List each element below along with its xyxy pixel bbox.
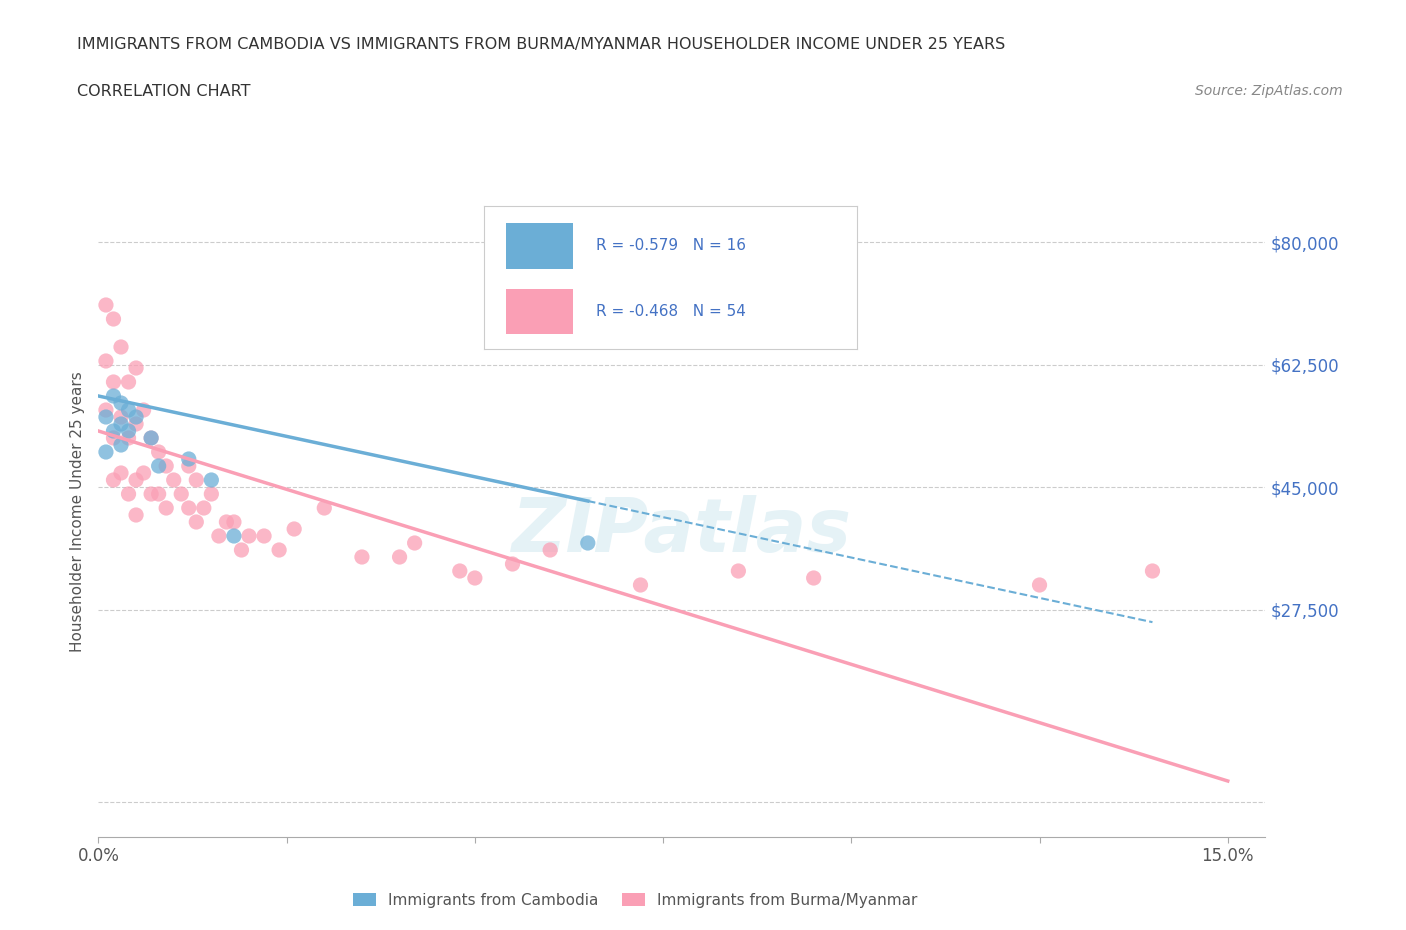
Point	[222, 528, 245, 543]
Point	[177, 500, 200, 515]
Point	[103, 389, 125, 404]
Point	[110, 437, 132, 452]
Point	[502, 556, 524, 571]
Point	[94, 409, 117, 424]
Point	[110, 395, 132, 410]
Point	[803, 571, 825, 586]
Point	[630, 578, 652, 592]
Text: ZIPatlas: ZIPatlas	[512, 495, 852, 567]
Point	[94, 445, 117, 459]
Point	[200, 486, 222, 501]
Point	[125, 417, 148, 432]
Point	[576, 536, 599, 551]
Point	[231, 542, 253, 557]
Point	[1142, 564, 1164, 578]
Point	[103, 375, 125, 390]
Point	[125, 508, 148, 523]
Point	[170, 486, 193, 501]
Point	[177, 452, 200, 467]
Point	[103, 423, 125, 438]
Point	[222, 514, 245, 529]
Point	[155, 500, 177, 515]
Text: IMMIGRANTS FROM CAMBODIA VS IMMIGRANTS FROM BURMA/MYANMAR HOUSEHOLDER INCOME UND: IMMIGRANTS FROM CAMBODIA VS IMMIGRANTS F…	[77, 37, 1005, 52]
Point	[132, 466, 155, 481]
Point	[238, 528, 260, 543]
Point	[139, 431, 162, 445]
Point	[117, 423, 139, 438]
Point	[449, 564, 471, 578]
Point	[193, 500, 215, 515]
Point	[388, 550, 411, 565]
Point	[148, 458, 170, 473]
Y-axis label: Householder Income Under 25 years: Householder Income Under 25 years	[69, 371, 84, 652]
Point	[208, 528, 231, 543]
Point	[1028, 578, 1050, 592]
Point	[148, 486, 170, 501]
Point	[103, 312, 125, 326]
Point	[94, 353, 117, 368]
Point	[125, 361, 148, 376]
Point	[110, 466, 132, 481]
Point	[155, 458, 177, 473]
Text: Source: ZipAtlas.com: Source: ZipAtlas.com	[1195, 84, 1343, 98]
Point	[253, 528, 276, 543]
Point	[132, 403, 155, 418]
Point	[538, 542, 561, 557]
Point	[350, 550, 373, 565]
Point	[283, 522, 305, 537]
Point	[269, 542, 291, 557]
Point	[163, 472, 186, 487]
Point	[464, 571, 486, 586]
Point	[404, 536, 426, 551]
Point	[148, 445, 170, 459]
Point	[177, 458, 200, 473]
Point	[110, 417, 132, 432]
Point	[139, 486, 162, 501]
Point	[314, 500, 336, 515]
Point	[186, 514, 208, 529]
Point	[103, 472, 125, 487]
Point	[186, 472, 208, 487]
Point	[117, 431, 139, 445]
Text: CORRELATION CHART: CORRELATION CHART	[77, 84, 250, 99]
Point	[139, 431, 162, 445]
Point	[117, 486, 139, 501]
Point	[110, 409, 132, 424]
Point	[727, 564, 749, 578]
Point	[125, 409, 148, 424]
Point	[125, 472, 148, 487]
Legend: Immigrants from Cambodia, Immigrants from Burma/Myanmar: Immigrants from Cambodia, Immigrants fro…	[347, 886, 924, 914]
Point	[110, 339, 132, 354]
Point	[94, 298, 117, 312]
Point	[103, 431, 125, 445]
Point	[117, 375, 139, 390]
Point	[200, 472, 222, 487]
Point	[94, 403, 117, 418]
Point	[117, 403, 139, 418]
Point	[215, 514, 238, 529]
